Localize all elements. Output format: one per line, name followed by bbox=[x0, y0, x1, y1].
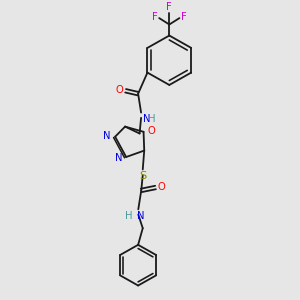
Text: H: H bbox=[148, 114, 155, 124]
Text: H: H bbox=[125, 211, 132, 221]
Text: N: N bbox=[103, 131, 111, 141]
Text: N: N bbox=[115, 153, 122, 163]
Text: S: S bbox=[140, 171, 147, 181]
Text: F: F bbox=[167, 2, 172, 12]
Text: F: F bbox=[181, 12, 186, 22]
Text: N: N bbox=[142, 114, 150, 124]
Text: O: O bbox=[116, 85, 123, 95]
Text: O: O bbox=[158, 182, 166, 192]
Text: O: O bbox=[147, 126, 155, 136]
Text: F: F bbox=[152, 12, 158, 22]
Text: N: N bbox=[137, 211, 144, 221]
